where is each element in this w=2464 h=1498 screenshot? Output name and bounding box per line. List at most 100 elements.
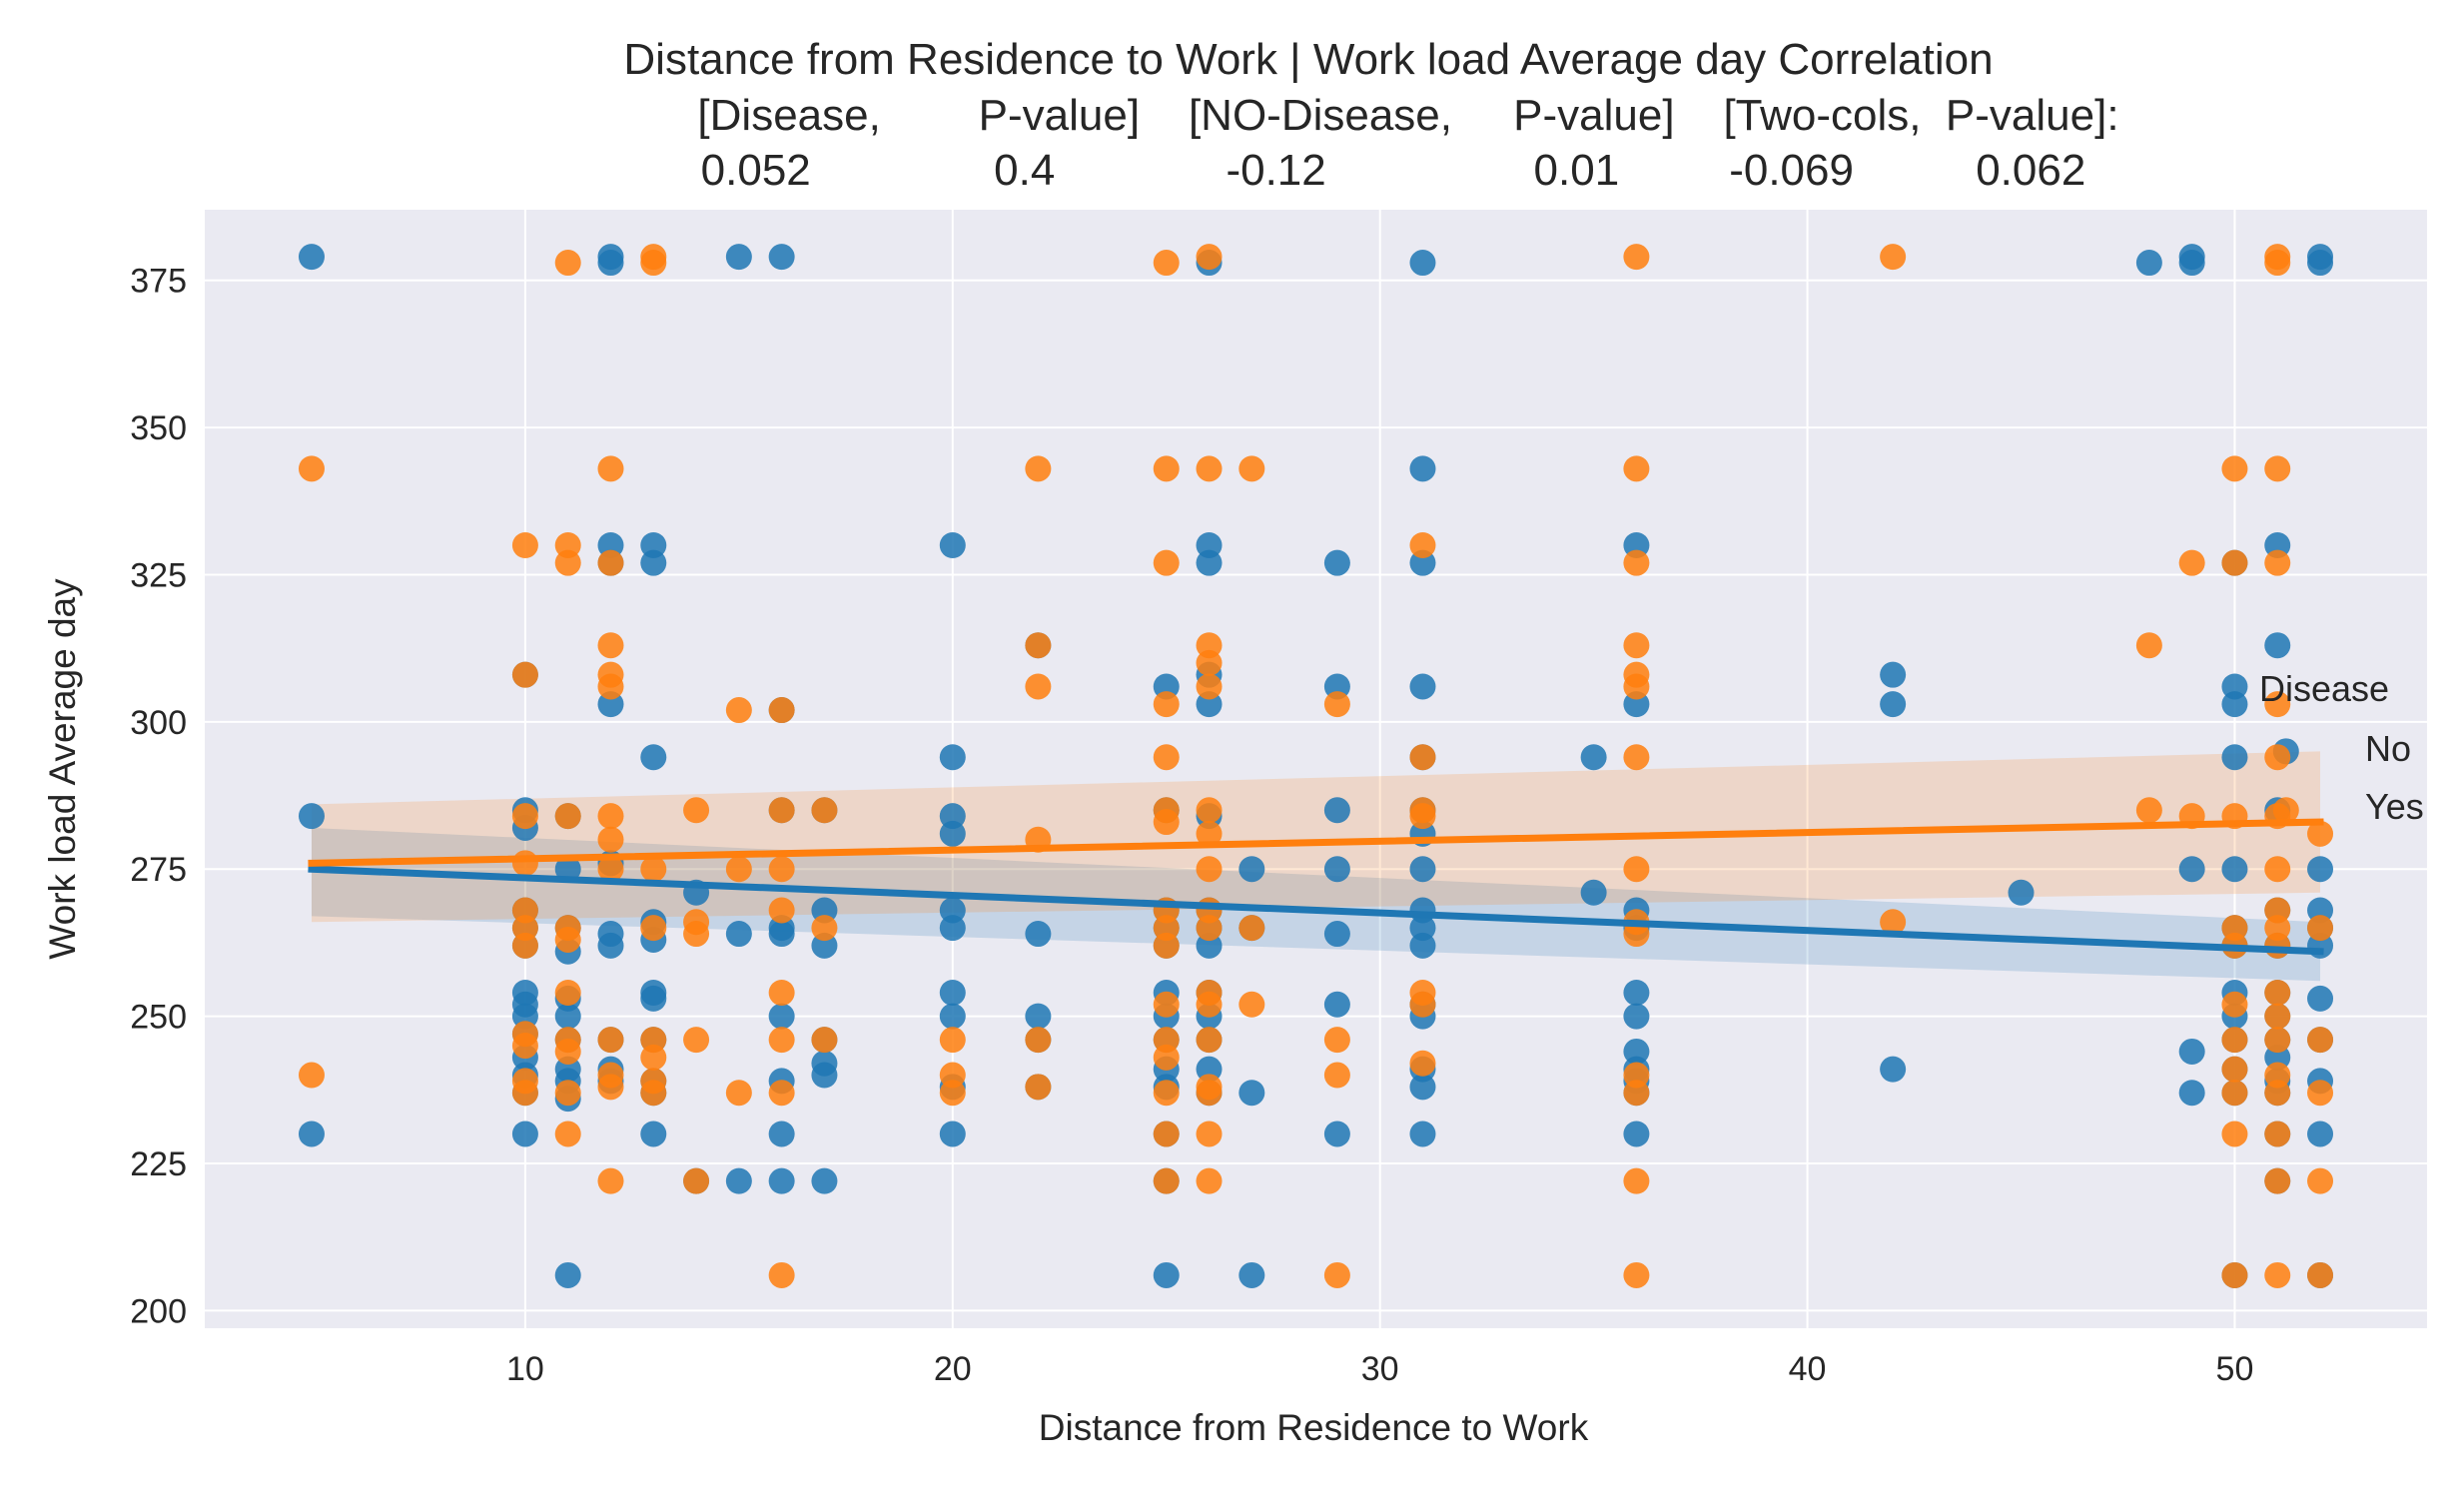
data-point-no (1153, 1261, 1180, 1288)
data-point-yes (1153, 1121, 1180, 1147)
data-point-yes (683, 1027, 710, 1054)
data-point-yes (1238, 915, 1265, 942)
data-point-yes (1323, 1062, 1350, 1089)
data-point-yes (1025, 455, 1052, 482)
data-point-yes (1196, 991, 1223, 1018)
data-point-yes (1623, 632, 1650, 659)
data-point-yes (2307, 820, 2334, 847)
data-point-no (811, 1167, 838, 1194)
data-point-no (1409, 856, 1436, 883)
data-point-yes (1196, 1167, 1223, 1194)
data-point-yes (811, 797, 838, 824)
y-tick-label: 225 (130, 1145, 187, 1183)
data-point-yes (1409, 532, 1436, 558)
y-tick-label: 325 (130, 556, 187, 594)
data-point-no (939, 820, 966, 847)
data-point-yes (939, 1027, 966, 1054)
data-point-yes (511, 1080, 538, 1107)
data-point-yes (597, 856, 624, 883)
data-point-yes (554, 980, 581, 1006)
title-line-2: [Disease, P-value] [NO-Disease, P-value]… (697, 91, 2118, 140)
data-point-yes (554, 926, 581, 953)
data-point-yes (1623, 856, 1650, 883)
data-point-yes (511, 532, 538, 558)
x-tick-label: 30 (1361, 1350, 1399, 1388)
data-point-no (768, 244, 795, 271)
data-point-yes (640, 915, 667, 942)
data-point-yes (1153, 1044, 1180, 1071)
data-point-no (1238, 856, 1265, 883)
data-point-yes (1323, 691, 1350, 718)
data-point-yes (768, 856, 795, 883)
data-point-yes (640, 250, 667, 277)
data-point-no (2178, 856, 2205, 883)
data-point-no (597, 250, 624, 277)
data-point-yes (2221, 991, 2248, 1018)
data-point-yes (2264, 1261, 2291, 1288)
data-point-no (939, 1121, 966, 1147)
data-point-no (1323, 1121, 1350, 1147)
data-point-yes (511, 661, 538, 688)
data-point-yes (2221, 455, 2248, 482)
data-point-yes (768, 1027, 795, 1054)
data-point-no (1025, 1003, 1052, 1030)
data-point-yes (2135, 797, 2162, 824)
data-point-yes (768, 1080, 795, 1107)
data-point-yes (1623, 1080, 1650, 1107)
data-point-no (1409, 250, 1436, 277)
data-point-yes (768, 697, 795, 724)
data-point-yes (683, 921, 710, 948)
data-point-yes (1623, 744, 1650, 771)
data-point-yes (1153, 1167, 1180, 1194)
data-point-yes (1025, 673, 1052, 700)
data-point-no (640, 985, 667, 1012)
data-point-yes (554, 1080, 581, 1107)
data-point-yes (554, 549, 581, 576)
y-tick-labels: 200 225 250 275 300 325 350 375 (130, 263, 187, 1331)
data-point-yes (2221, 549, 2248, 576)
data-point-no (1409, 932, 1436, 959)
data-point-no (939, 1003, 966, 1030)
data-point-yes (2221, 1056, 2248, 1083)
chart-title: Distance from Residence to Work | Work l… (623, 35, 2118, 195)
data-point-yes (1623, 455, 1650, 482)
data-point-yes (1238, 455, 1265, 482)
data-point-no (1580, 744, 1607, 771)
data-point-yes (597, 549, 624, 576)
data-point-no (939, 980, 966, 1006)
data-point-yes (2264, 744, 2291, 771)
data-point-yes (2264, 856, 2291, 883)
data-point-no (640, 1121, 667, 1147)
data-point-no (939, 532, 966, 558)
confidence-bands (311, 751, 2321, 982)
data-point-no (2135, 250, 2162, 277)
data-point-no (2178, 1080, 2205, 1107)
data-point-yes (1409, 991, 1436, 1018)
data-point-yes (2178, 549, 2205, 576)
data-point-yes (597, 1167, 624, 1194)
data-point-yes (725, 856, 752, 883)
legend-entry-yes: Yes (2365, 786, 2424, 827)
data-point-yes (1623, 1167, 1650, 1194)
data-point-yes (683, 1167, 710, 1194)
data-point-yes (298, 1062, 325, 1089)
data-point-yes (2307, 1261, 2334, 1288)
x-tick-label: 40 (1789, 1350, 1827, 1388)
title-line-3: 0.052 0.4 -0.12 0.01 -0.069 0.062 (701, 146, 2086, 195)
data-point-yes (511, 803, 538, 830)
data-point-no (2008, 879, 2035, 906)
x-tick-labels: 10 20 30 40 50 (506, 1350, 2253, 1388)
data-point-no (1880, 661, 1907, 688)
data-point-no (939, 915, 966, 942)
data-point-yes (1025, 1027, 1052, 1054)
data-point-yes (2264, 1003, 2291, 1030)
data-point-yes (1409, 803, 1436, 830)
data-point-yes (2264, 1080, 2291, 1107)
data-point-yes (597, 826, 624, 853)
y-tick-label: 375 (130, 263, 187, 301)
data-point-yes (1196, 1027, 1223, 1054)
data-point-yes (1238, 991, 1265, 1018)
data-point-no (1025, 921, 1052, 948)
y-tick-label: 200 (130, 1292, 187, 1330)
